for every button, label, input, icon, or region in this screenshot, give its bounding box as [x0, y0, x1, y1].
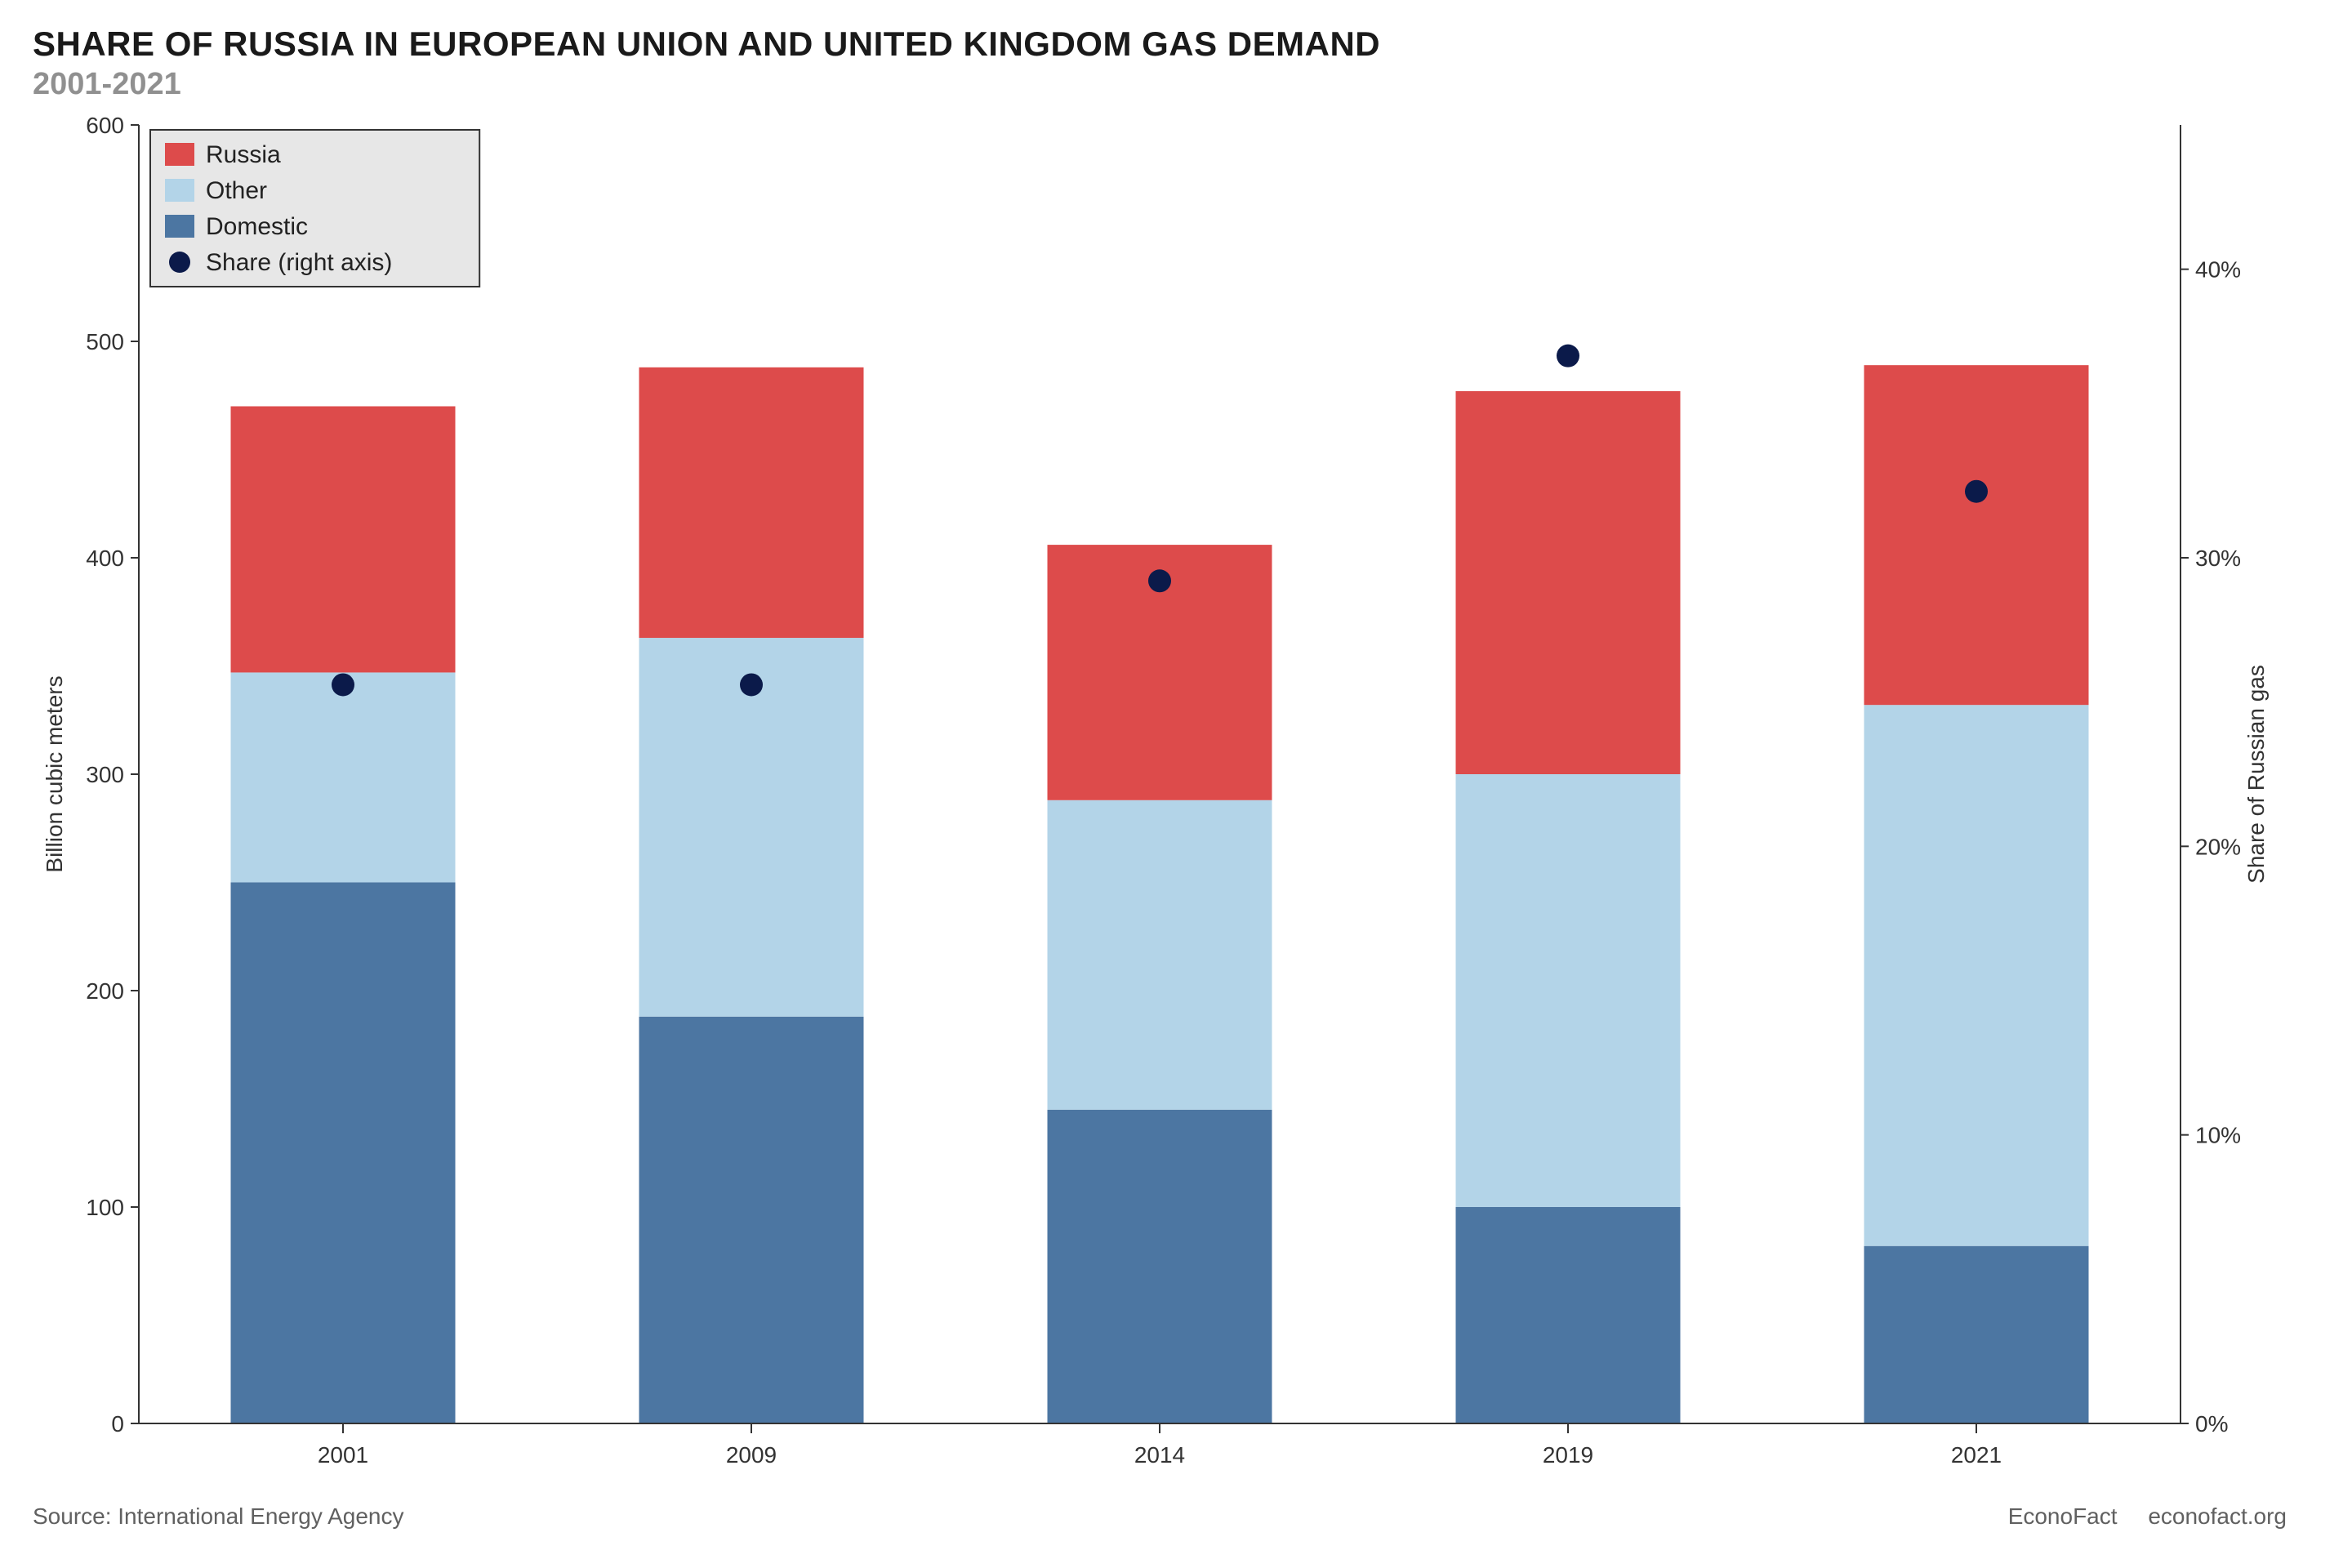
svg-text:100: 100 — [86, 1195, 124, 1220]
svg-text:600: 600 — [86, 117, 124, 138]
chart-svg: 0 100 200 300 400 500 600 0% 10% 20% 30% 40% 2001 200… — [33, 117, 2287, 1489]
svg-text:2019: 2019 — [1543, 1442, 1593, 1468]
svg-text:200: 200 — [86, 978, 124, 1004]
share-point — [740, 673, 763, 696]
svg-text:0: 0 — [111, 1411, 124, 1437]
svg-text:10%: 10% — [2195, 1123, 2241, 1148]
svg-text:2021: 2021 — [1951, 1442, 2002, 1468]
svg-text:2014: 2014 — [1134, 1442, 1185, 1468]
bar-segment — [1864, 365, 2089, 705]
bar-segment — [1864, 1246, 2089, 1423]
bar-segment — [231, 883, 456, 1424]
svg-text:500: 500 — [86, 329, 124, 354]
attribution: EconoFact econofact.org — [1984, 1503, 2287, 1530]
chart-subtitle: 2001-2021 — [33, 67, 2319, 102]
svg-text:Billion cubic meters: Billion cubic meters — [42, 675, 67, 872]
chart-title: SHARE OF RUSSIA IN EUROPEAN UNION AND UN… — [33, 24, 2319, 64]
share-point — [1557, 345, 1579, 368]
chart-footer: Source: International Energy Agency Econ… — [33, 1503, 2287, 1530]
svg-text:400: 400 — [86, 546, 124, 571]
chart-container: 0 100 200 300 400 500 600 0% 10% 20% 30% 40% 2001 200… — [33, 117, 2287, 1489]
share-point — [1148, 569, 1171, 592]
legend-swatch — [165, 215, 194, 238]
attribution-url: econofact.org — [2148, 1503, 2287, 1529]
bar-segment — [1048, 800, 1272, 1110]
bar-segment — [1048, 1110, 1272, 1423]
legend-swatch — [165, 179, 194, 202]
legend-label: Share (right axis) — [206, 249, 392, 276]
svg-text:0%: 0% — [2195, 1411, 2228, 1437]
svg-text:2009: 2009 — [726, 1442, 777, 1468]
bar-segment — [231, 407, 456, 673]
bar-segment — [1456, 1207, 1681, 1423]
svg-text:20%: 20% — [2195, 834, 2241, 859]
svg-text:2001: 2001 — [318, 1442, 368, 1468]
bar-segment — [639, 368, 864, 638]
svg-text:300: 300 — [86, 762, 124, 787]
legend-label: Russia — [206, 141, 281, 168]
bar-segment — [1864, 705, 2089, 1245]
legend-swatch — [165, 143, 194, 166]
bar-segment — [231, 672, 456, 882]
share-point — [332, 673, 354, 696]
svg-text:40%: 40% — [2195, 257, 2241, 283]
legend-label: Other — [206, 177, 267, 204]
attribution-econofact: EconoFact — [2008, 1503, 2118, 1529]
bar-segment — [639, 1017, 864, 1423]
svg-text:30%: 30% — [2195, 546, 2241, 571]
bar-segment — [1456, 391, 1681, 774]
svg-text:Share of Russian gas: Share of Russian gas — [2243, 665, 2269, 884]
legend-dot — [169, 252, 190, 273]
legend-label: Domestic — [206, 213, 308, 240]
share-point — [1965, 480, 1988, 503]
bar-segment — [1456, 774, 1681, 1207]
source-label: Source: International Energy Agency — [33, 1503, 404, 1530]
